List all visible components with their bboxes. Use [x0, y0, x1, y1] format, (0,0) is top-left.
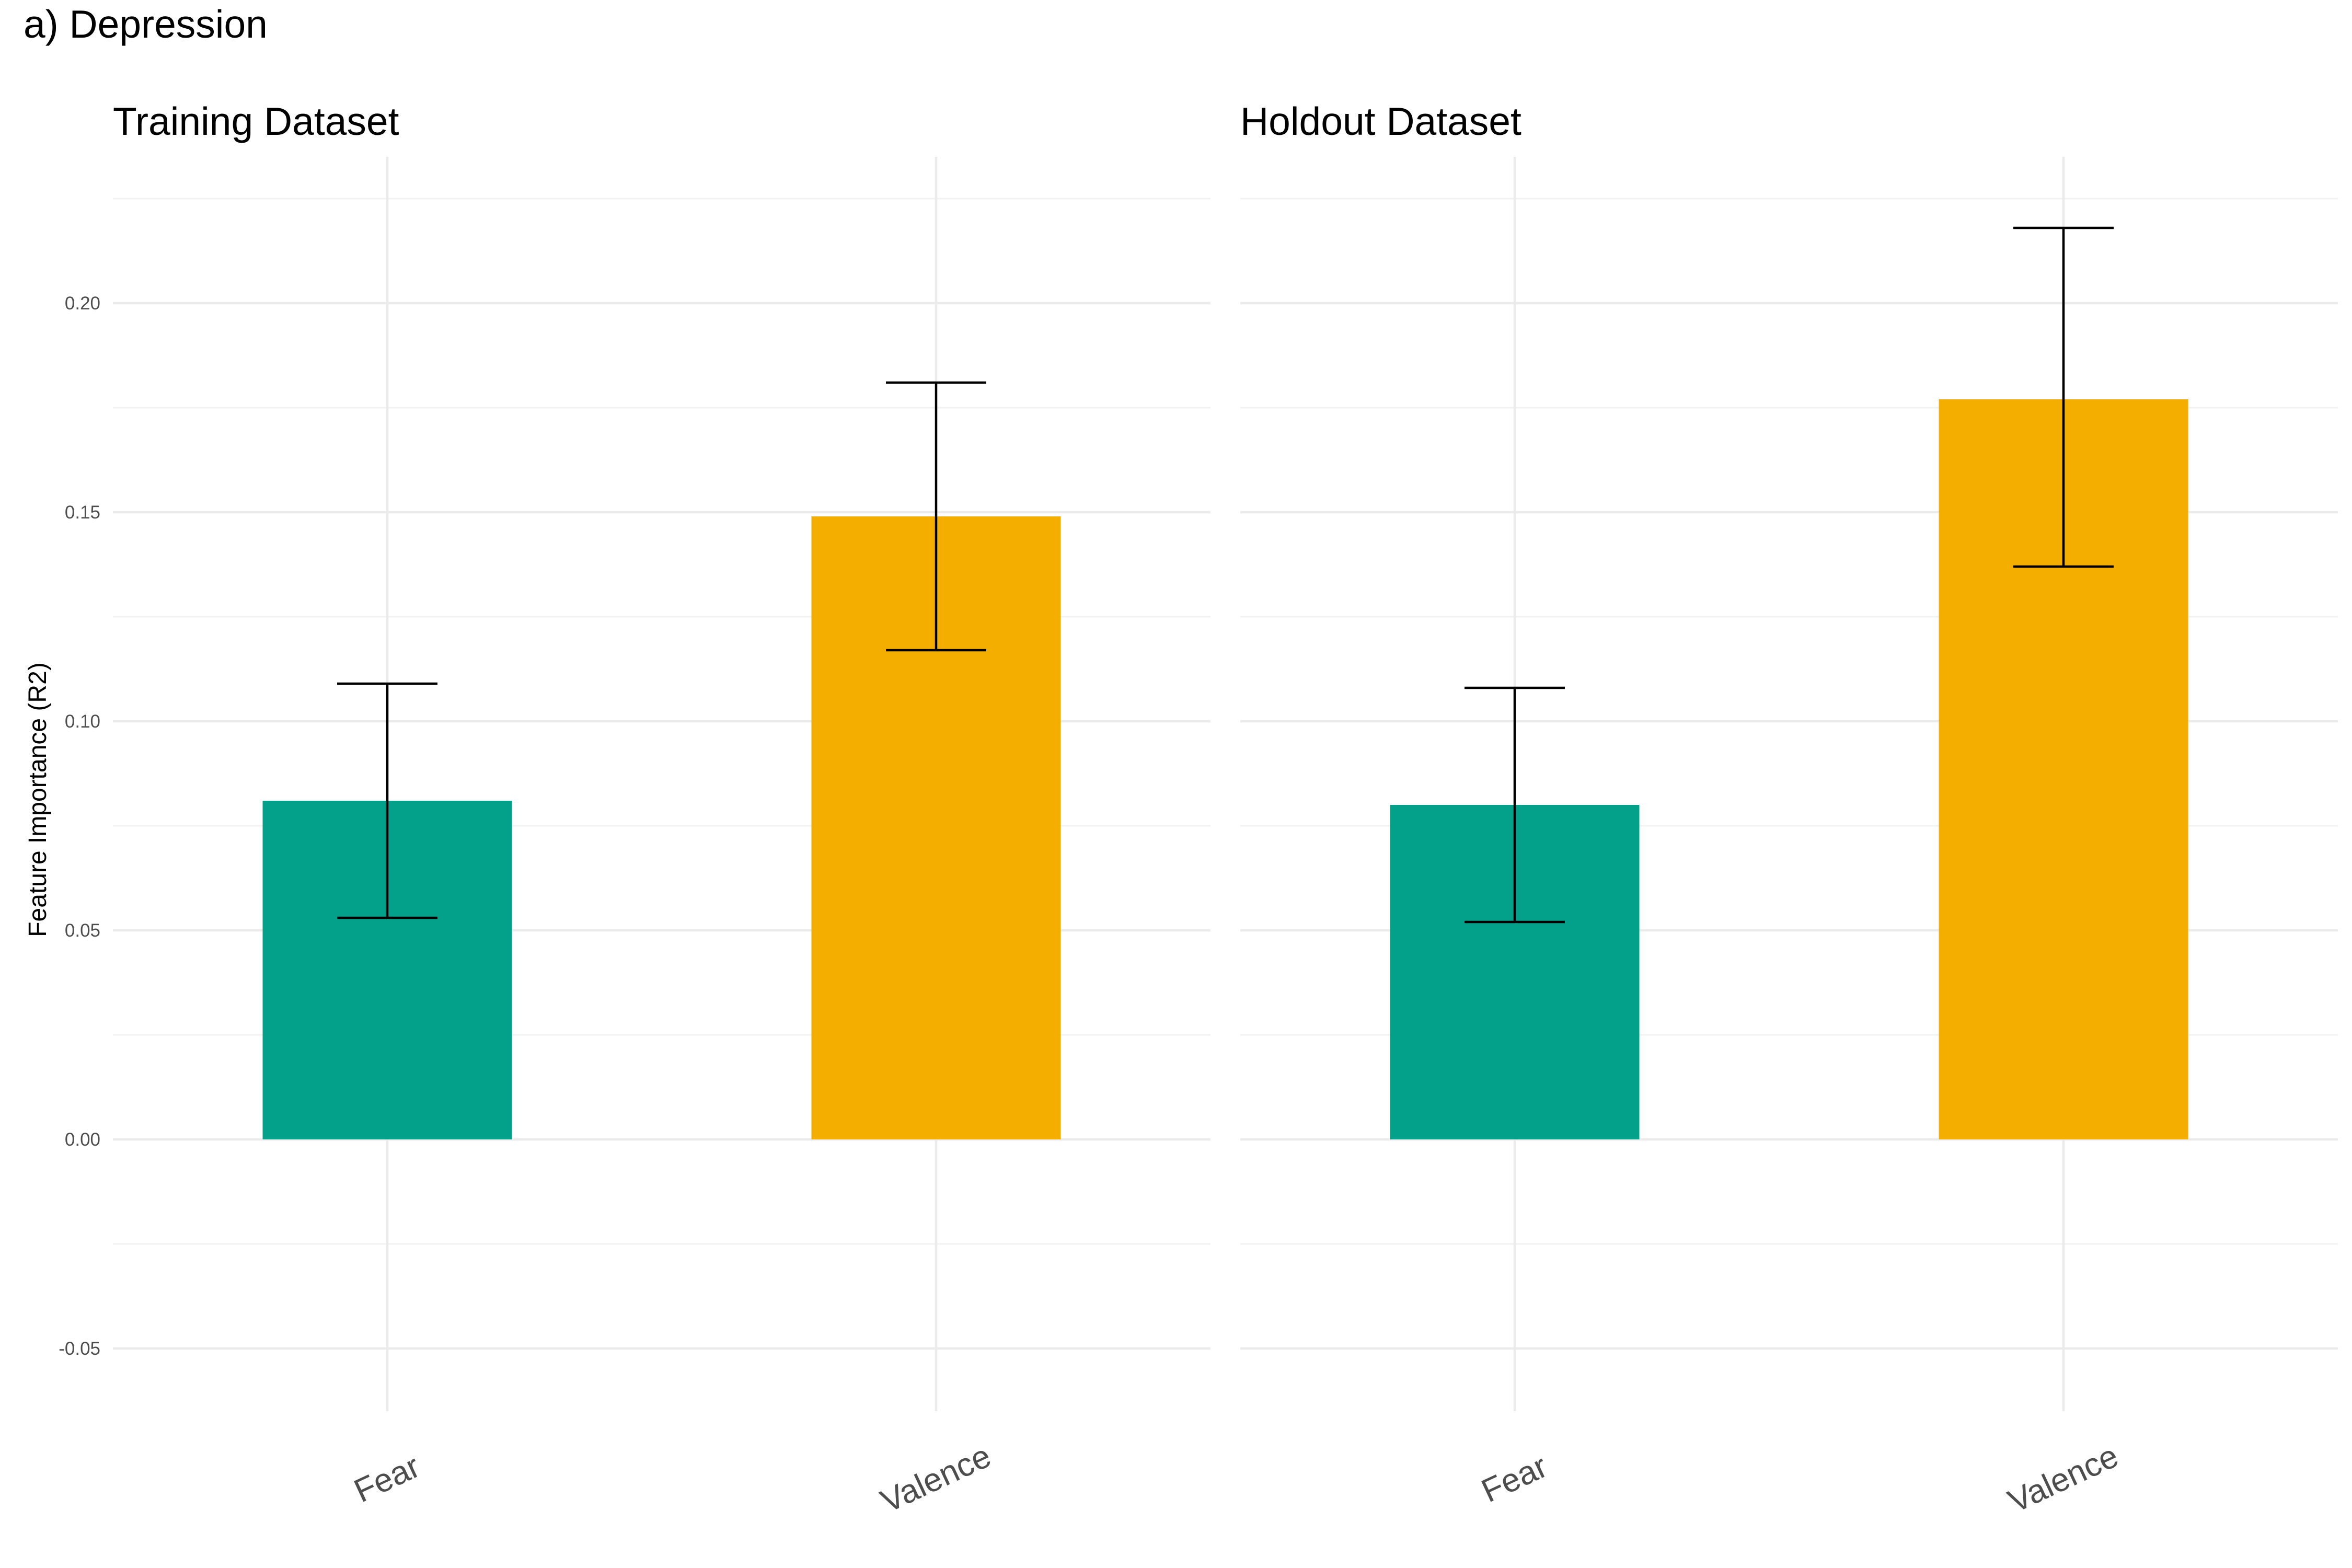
x-tick-label-valence: Valence [2003, 1437, 2124, 1520]
x-tick-label-valence: Valence [875, 1437, 997, 1520]
x-tick-label-fear: Fear [1476, 1448, 1553, 1509]
y-tick-label: 0.10 [65, 711, 100, 732]
y-tick-label: 0.05 [65, 920, 100, 941]
error-bar-valence [2013, 226, 2114, 568]
panel-title: Holdout Dataset [1240, 99, 1521, 143]
panel-title: Training Dataset [113, 99, 399, 143]
error-bar-fear [337, 682, 437, 919]
y-tick-label: 0.15 [65, 502, 100, 523]
figure-title: a) Depression [24, 2, 268, 46]
panel-training: -0.05 0.00 0.05 0.10 0.15 0.20 Fear Valence Trai… [59, 99, 1210, 1520]
x-tick-label-fear: Fear [349, 1448, 425, 1509]
y-tick-label: -0.05 [59, 1339, 100, 1359]
error-bar-valence [886, 381, 986, 652]
panel-holdout: Fear Valence Holdout Dataset [1240, 99, 2338, 1520]
y-axis-label: Feature Importance (R2) [24, 662, 52, 937]
error-bar-fear [1465, 686, 1565, 924]
y-tick-label: 0.20 [65, 293, 100, 314]
y-tick-label: 0.00 [65, 1129, 100, 1150]
